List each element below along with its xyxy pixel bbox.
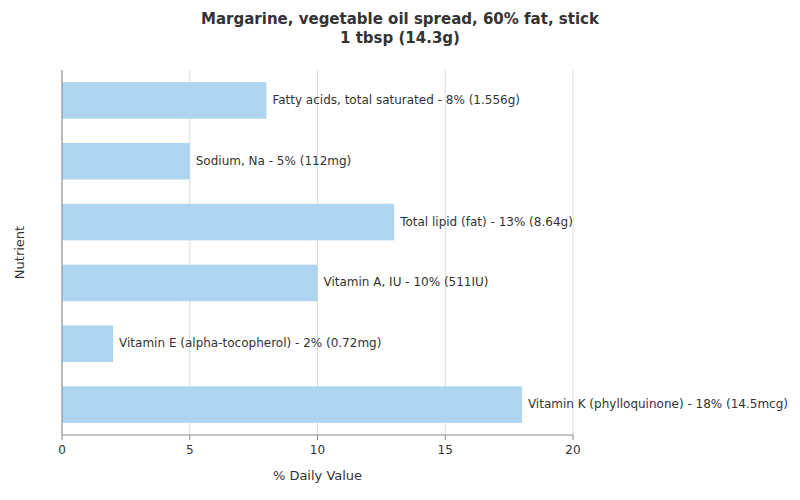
- tick-label: 10: [310, 443, 325, 457]
- tick-label: 20: [565, 443, 580, 457]
- chart-svg: Margarine, vegetable oil spread, 60% fat…: [0, 0, 800, 500]
- grid-line: [573, 70, 574, 435]
- x-axis-line: [62, 435, 573, 436]
- bar-label: Fatty acids, total saturated - 8% (1.556…: [272, 93, 520, 107]
- bar-label: Vitamin K (phylloquinone) - 18% (14.5mcg…: [528, 397, 788, 411]
- tick-mark: [445, 435, 446, 440]
- bar: [62, 265, 318, 302]
- grid-line: [62, 70, 63, 435]
- bar-label: Vitamin E (alpha-tocopherol) - 2% (0.72m…: [119, 336, 381, 350]
- bar-label: Sodium, Na - 5% (112mg): [196, 154, 352, 168]
- title: Margarine, vegetable oil spread, 60% fat…: [201, 10, 600, 47]
- background: [0, 0, 800, 500]
- bar: [62, 143, 190, 180]
- grid-line: [445, 70, 446, 435]
- bar-labels: Fatty acids, total saturated - 8% (1.556…: [119, 93, 788, 411]
- bar: [62, 204, 394, 241]
- tick-label: 5: [186, 443, 194, 457]
- bar: [62, 82, 266, 119]
- grid: 0 5 10 15 20: [58, 70, 580, 457]
- tick-label: 15: [438, 443, 453, 457]
- grid-line: [189, 70, 190, 435]
- tick-label: 0: [58, 443, 66, 457]
- bar: [62, 386, 522, 423]
- bar-label: Total lipid (fat) - 13% (8.64g): [399, 215, 573, 229]
- tick-mark: [62, 435, 63, 440]
- y-axis-line: [62, 70, 63, 435]
- chart-container: Margarine, vegetable oil spread, 60% fat…: [0, 0, 800, 500]
- tick-mark: [573, 435, 574, 440]
- tick-mark: [189, 435, 190, 440]
- y-axis-label: Nutrient: [12, 226, 27, 279]
- x-axis-label: % Daily Value: [273, 468, 362, 483]
- bar-label: Vitamin A, IU - 10% (511IU): [324, 275, 489, 289]
- bars: [62, 82, 522, 423]
- grid-line: [317, 70, 318, 435]
- tick-mark: [317, 435, 318, 440]
- bar: [62, 326, 113, 363]
